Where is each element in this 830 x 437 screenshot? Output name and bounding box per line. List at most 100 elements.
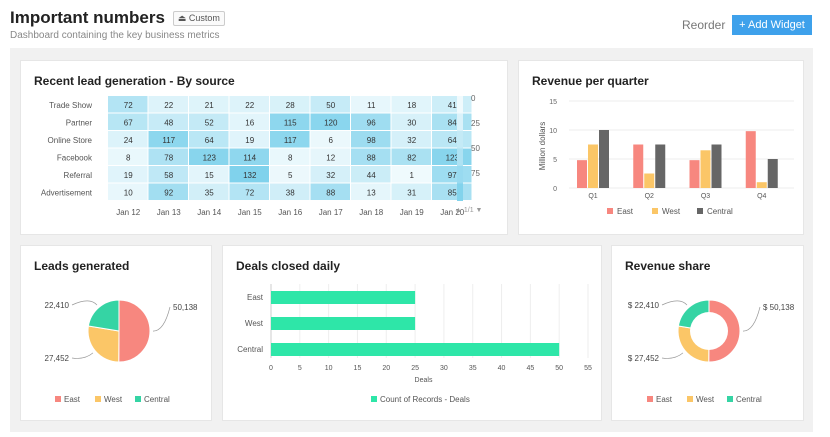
cell-value: 41 bbox=[448, 101, 457, 110]
widget-deals-closed: Deals closed daily 0 5 10 15 20 25 30 35 40 45 50 5… bbox=[222, 245, 602, 421]
heatmap-cell bbox=[391, 96, 431, 113]
legend-swatch bbox=[727, 396, 733, 402]
heatmap-cell bbox=[229, 96, 269, 113]
x-tick: 15 bbox=[354, 365, 362, 372]
cell-value: 44 bbox=[367, 171, 376, 180]
y-tick: 0 bbox=[553, 186, 557, 193]
widget-revenue-share: Revenue share $ 50,138 $ 27,452 $ 22,410 Ea… bbox=[611, 245, 804, 421]
x-tick: 35 bbox=[469, 365, 477, 372]
legend-label: East bbox=[617, 207, 634, 216]
widget-title: Revenue per quarter bbox=[532, 74, 649, 88]
heatmap-cell bbox=[148, 183, 188, 200]
donut-hole bbox=[690, 312, 728, 350]
heatmap-cell bbox=[270, 96, 310, 113]
legend-swatch bbox=[95, 396, 101, 402]
cell-value: 30 bbox=[407, 119, 416, 128]
heatmap-cell bbox=[108, 113, 148, 130]
deal-bar bbox=[271, 317, 416, 330]
legend-scale-segment bbox=[457, 148, 463, 166]
x-tick: 50 bbox=[555, 365, 563, 372]
heatmap-cell bbox=[391, 183, 431, 200]
x-tick: Q4 bbox=[757, 193, 766, 200]
y-axis-label: Million dollars bbox=[538, 122, 547, 170]
heatmap-cell bbox=[351, 148, 391, 165]
slice-label: 50,138 bbox=[173, 303, 198, 312]
cell-value: 97 bbox=[448, 171, 457, 180]
legend-label: Central bbox=[707, 207, 733, 216]
legend-scale-segment bbox=[457, 166, 463, 184]
row-label: Trade Show bbox=[49, 101, 92, 110]
x-tick: Q1 bbox=[588, 193, 597, 200]
cell-value: 12 bbox=[326, 154, 335, 163]
heatmap-cell bbox=[229, 113, 269, 130]
heatmap-cell bbox=[310, 113, 350, 130]
heatmap-cell bbox=[351, 183, 391, 200]
bar-east bbox=[689, 160, 700, 188]
widget-revenue-quarter: Revenue per quarter 0 5 10 15 Million dollar… bbox=[518, 60, 804, 235]
column-label: Jan 16 bbox=[278, 208, 303, 217]
heatmap-cell bbox=[229, 131, 269, 148]
leader-line bbox=[661, 352, 684, 359]
column-label: Jan 15 bbox=[238, 208, 263, 217]
slice-label: 22,410 bbox=[45, 301, 70, 310]
legend-swatch bbox=[687, 396, 693, 402]
row-label: Advertisement bbox=[41, 189, 93, 198]
cell-value: 22 bbox=[164, 101, 173, 110]
leader-line bbox=[71, 352, 94, 359]
deal-bar bbox=[271, 343, 560, 356]
legend-tick: 0 bbox=[471, 94, 476, 103]
bar-central bbox=[599, 130, 609, 188]
column-label: Jan 17 bbox=[319, 208, 344, 217]
cell-value: 32 bbox=[326, 171, 335, 180]
revenue-bar-chart: 0 5 10 15 Million dollars Q1 Q2 Q3 Q4 East West Cen… bbox=[538, 99, 794, 216]
heatmap-cell bbox=[270, 148, 310, 165]
cell-value: 35 bbox=[205, 189, 214, 198]
y-tick: Central bbox=[237, 345, 263, 354]
cell-value: 8 bbox=[288, 154, 293, 163]
heatmap-cell bbox=[351, 166, 391, 183]
badge-label: Custom bbox=[188, 12, 220, 23]
cell-value: 19 bbox=[245, 136, 254, 145]
add-widget-button[interactable]: + Add Widget bbox=[732, 15, 812, 35]
page-header: Important numbers ⏏ Custom bbox=[10, 8, 225, 28]
y-tick: 10 bbox=[549, 128, 557, 135]
cell-value: 48 bbox=[164, 119, 173, 128]
y-tick: 15 bbox=[549, 99, 557, 106]
cell-value: 64 bbox=[205, 136, 214, 145]
legend-swatch bbox=[652, 208, 658, 214]
cell-value: 22 bbox=[245, 101, 254, 110]
heatmap-cell bbox=[148, 113, 188, 130]
legend-label: West bbox=[696, 395, 715, 404]
legend-label: West bbox=[104, 395, 123, 404]
cell-value: 96 bbox=[367, 119, 376, 128]
heatmap-cell bbox=[391, 148, 431, 165]
y-tick: East bbox=[247, 293, 264, 302]
slice-label: $ 27,452 bbox=[628, 354, 660, 363]
legend-scale-segment bbox=[457, 113, 463, 131]
leader-line bbox=[742, 306, 761, 332]
cell-value: 6 bbox=[329, 136, 334, 145]
cell-value: 82 bbox=[407, 154, 416, 163]
legend-label: East bbox=[64, 395, 81, 404]
column-label: Jan 20 bbox=[440, 208, 465, 217]
heatmap-cell bbox=[148, 96, 188, 113]
custom-badge: ⏏ Custom bbox=[172, 10, 225, 26]
heatmap-cell bbox=[310, 166, 350, 183]
reorder-link[interactable]: Reorder bbox=[682, 18, 726, 32]
cell-value: 13 bbox=[367, 189, 376, 198]
x-tick: 45 bbox=[526, 365, 534, 372]
cell-value: 15 bbox=[205, 171, 214, 180]
leader-line bbox=[152, 306, 171, 332]
cell-value: 5 bbox=[288, 171, 293, 180]
cell-value: 123 bbox=[446, 154, 460, 163]
x-tick: 55 bbox=[584, 365, 592, 372]
legend-scale-segment bbox=[457, 131, 463, 149]
widget-title: Deals closed daily bbox=[236, 259, 341, 273]
heatmap-cell bbox=[189, 166, 229, 183]
heatmap-cell bbox=[310, 148, 350, 165]
cell-value: 98 bbox=[367, 136, 376, 145]
heatmap-cell bbox=[148, 131, 188, 148]
legend-label: Central bbox=[144, 395, 170, 404]
heatmap-cell bbox=[310, 96, 350, 113]
heatmap-cell bbox=[351, 113, 391, 130]
